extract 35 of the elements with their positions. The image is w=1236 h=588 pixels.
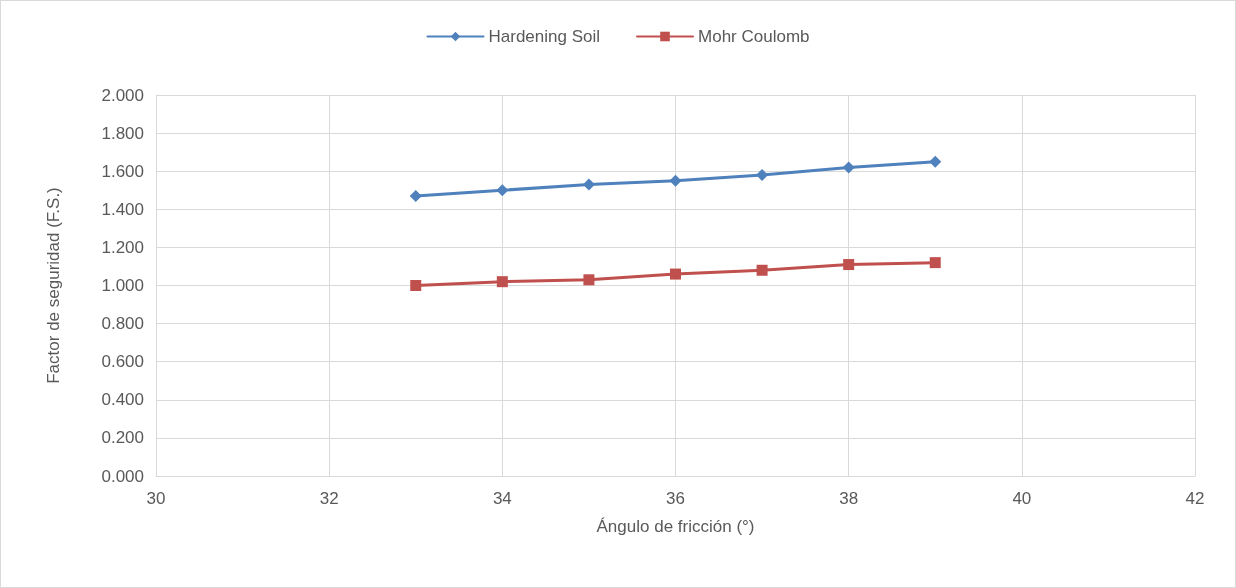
point (756, 264, 768, 276)
y-tick-label: 0.800 (101, 314, 144, 334)
x-tick-label: 38 (839, 489, 859, 508)
point (496, 276, 508, 288)
legend-label: Hardening Soil (488, 27, 601, 46)
point (582, 178, 595, 191)
y-tick-label: 1.400 (101, 199, 144, 219)
legend-label: Mohr Coulomb (698, 27, 810, 46)
y-tick-label: 1.600 (101, 161, 144, 181)
y-tick-label: 0.600 (101, 352, 144, 372)
point (843, 259, 855, 271)
x-tick-label: 32 (319, 489, 339, 508)
y-tick-label: 0.200 (101, 428, 144, 448)
point (929, 257, 941, 269)
point (410, 280, 422, 291)
y-tick-label: 1.200 (101, 237, 144, 257)
x-tick-label: 30 (146, 489, 166, 508)
point (583, 274, 595, 286)
y-tick-label: 0.000 (101, 466, 144, 486)
point (669, 174, 682, 187)
x-tick-label: 40 (1012, 489, 1032, 508)
x-tick-label: 36 (666, 489, 685, 508)
x-tick-label: 42 (1185, 489, 1205, 508)
y-axis-title: Factor de seguridad (F.S.) (44, 187, 63, 384)
y-tick-label: 1.800 (101, 123, 144, 143)
y-tick-label: 1.000 (101, 276, 144, 295)
point (496, 184, 509, 197)
point (842, 161, 855, 174)
y-tick-label: 0.400 (101, 390, 144, 410)
point (409, 189, 422, 202)
point (929, 155, 942, 168)
x-axis-title: Ángulo de fricción (°) (596, 517, 755, 536)
point (670, 268, 681, 280)
x-tick-label: 34 (492, 489, 512, 508)
y-tick-label: 2.000 (101, 85, 144, 105)
